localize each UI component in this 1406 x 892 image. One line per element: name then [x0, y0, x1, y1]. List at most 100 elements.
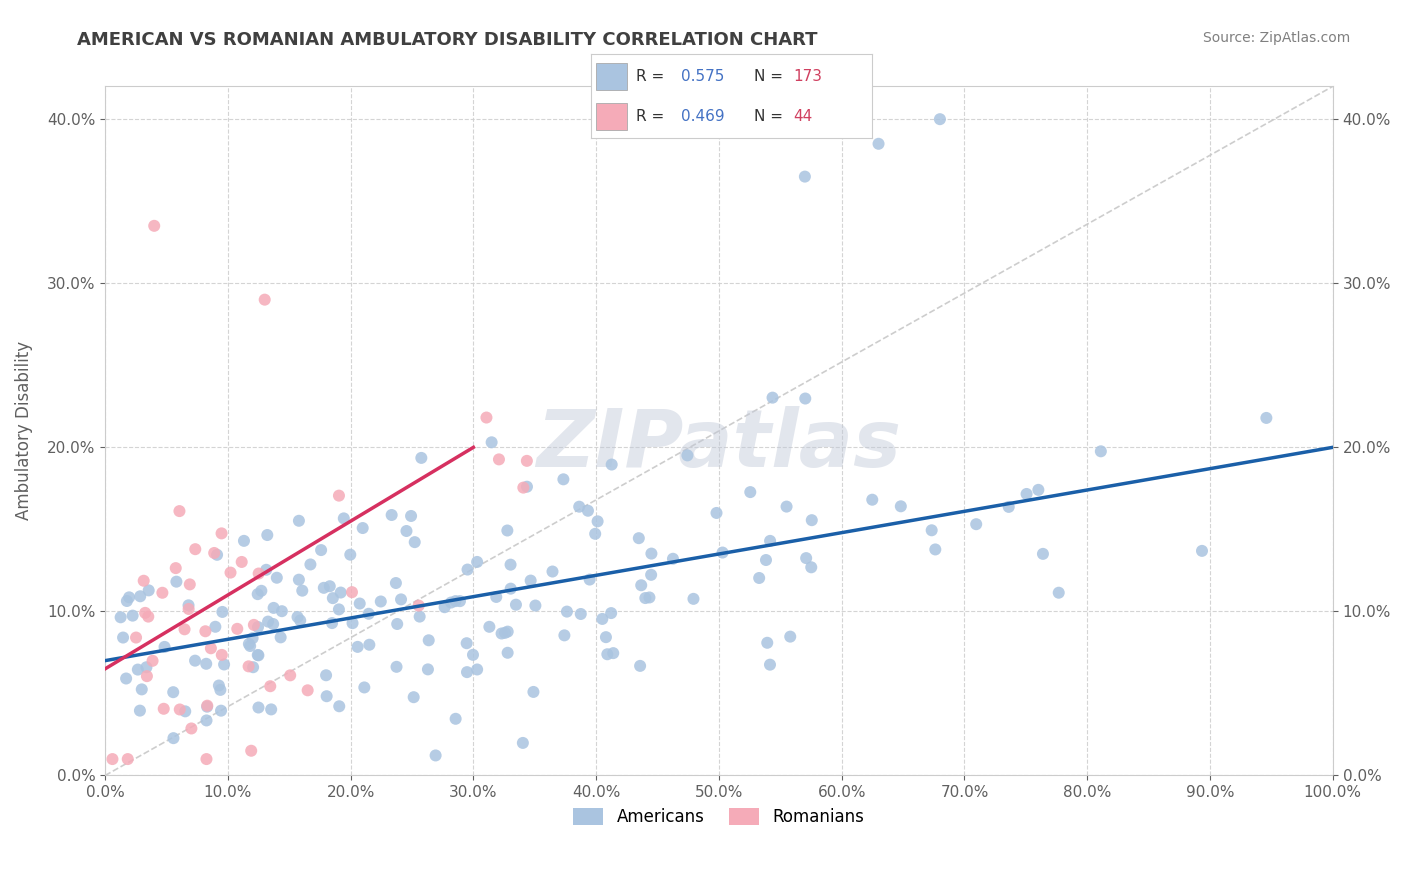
Point: [328, 602, 350, 616]
Point: [162, 731, 184, 746]
Point: [399, 508, 422, 523]
Point: [112, 631, 135, 645]
Point: [118, 591, 141, 605]
Point: [794, 551, 817, 566]
Text: AMERICAN VS ROMANIAN AMBULATORY DISABILITY CORRELATION CHART: AMERICAN VS ROMANIAN AMBULATORY DISABILI…: [77, 31, 818, 49]
Point: [512, 736, 534, 750]
Point: [890, 500, 912, 514]
Point: [142, 654, 165, 668]
Point: [117, 752, 139, 766]
FancyBboxPatch shape: [596, 62, 627, 90]
Point: [416, 662, 439, 676]
Point: [254, 563, 277, 577]
Point: [246, 648, 269, 662]
Point: [381, 508, 404, 522]
Point: [242, 660, 264, 674]
Point: [682, 591, 704, 606]
Point: [247, 566, 270, 581]
Point: [1015, 487, 1038, 501]
Point: [860, 492, 883, 507]
Point: [516, 454, 538, 468]
Point: [775, 500, 797, 514]
Point: [578, 573, 600, 587]
Point: [247, 648, 270, 663]
Point: [243, 618, 266, 632]
Point: [387, 617, 409, 632]
Point: [136, 609, 159, 624]
Point: [630, 578, 652, 592]
Point: [177, 602, 200, 616]
Point: [309, 543, 332, 558]
Point: [153, 640, 176, 654]
Point: [496, 624, 519, 639]
Point: [315, 668, 337, 682]
Point: [202, 546, 225, 560]
Y-axis label: Ambulatory Disability: Ambulatory Disability: [15, 342, 32, 521]
Text: 0.469: 0.469: [681, 109, 724, 124]
Point: [404, 535, 426, 549]
Point: [516, 480, 538, 494]
Point: [180, 722, 202, 736]
Point: [524, 599, 547, 613]
Point: [465, 555, 488, 569]
Point: [541, 565, 564, 579]
Point: [512, 481, 534, 495]
Point: [212, 657, 235, 672]
Point: [226, 622, 249, 636]
Point: [385, 576, 408, 591]
Point: [800, 513, 823, 527]
Point: [433, 600, 456, 615]
Point: [793, 169, 815, 184]
Point: [759, 657, 782, 672]
Point: [115, 594, 138, 608]
Point: [402, 690, 425, 705]
FancyBboxPatch shape: [596, 103, 627, 130]
Point: [357, 607, 380, 621]
Point: [1032, 547, 1054, 561]
Point: [519, 574, 541, 588]
Point: [553, 628, 575, 642]
Point: [339, 548, 361, 562]
Point: [184, 542, 207, 557]
Point: [591, 612, 613, 626]
Point: [662, 551, 685, 566]
Point: [800, 560, 823, 574]
Text: R =: R =: [636, 69, 669, 84]
Point: [346, 640, 368, 654]
Point: [425, 748, 447, 763]
Point: [340, 585, 363, 599]
Point: [499, 558, 522, 572]
Point: [1256, 411, 1278, 425]
Point: [299, 558, 322, 572]
Point: [779, 630, 801, 644]
Point: [270, 631, 292, 645]
Point: [496, 524, 519, 538]
Point: [499, 582, 522, 596]
Point: [370, 594, 392, 608]
Point: [184, 654, 207, 668]
Point: [761, 391, 783, 405]
Point: [135, 669, 157, 683]
Point: [195, 699, 218, 714]
Point: [494, 625, 516, 640]
Point: [328, 489, 350, 503]
Point: [569, 607, 592, 621]
Point: [195, 657, 218, 671]
Point: [997, 500, 1019, 514]
Point: [595, 630, 617, 644]
Point: [965, 517, 987, 532]
Point: [233, 533, 256, 548]
Point: [461, 648, 484, 662]
Point: [143, 219, 166, 233]
Point: [440, 595, 463, 609]
Point: [634, 591, 657, 605]
Point: [315, 690, 337, 704]
Point: [586, 514, 609, 528]
Point: [1028, 483, 1050, 497]
Point: [174, 704, 197, 718]
Point: [449, 594, 471, 608]
Point: [929, 112, 952, 127]
Point: [353, 681, 375, 695]
Point: [321, 616, 343, 631]
Point: [287, 610, 309, 624]
